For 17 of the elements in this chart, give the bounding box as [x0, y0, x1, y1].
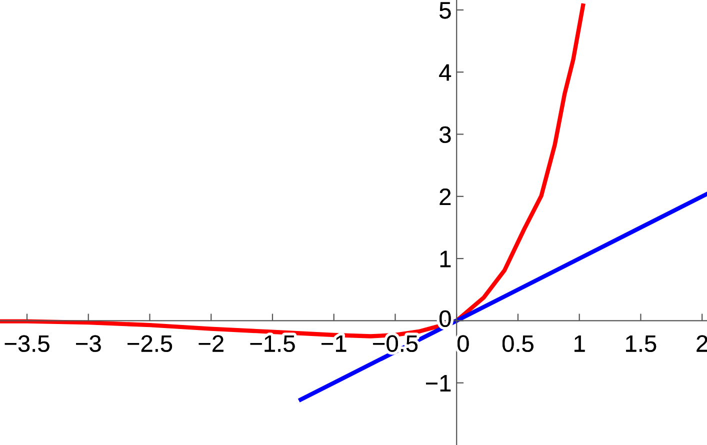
y-tick-label: 2 — [440, 188, 451, 205]
x-tick-label: 1 — [574, 335, 585, 352]
y-tick-label: −1 — [426, 375, 451, 392]
x-tick-label: 2 — [696, 335, 707, 352]
y-tick-label: 4 — [439, 64, 452, 81]
x-tick-label: −2 — [198, 335, 224, 352]
x-tick-label: −3.5 — [4, 335, 50, 352]
x-tick-label: 0 — [458, 335, 469, 352]
x-tick-label: −1.5 — [250, 335, 295, 352]
x-tick-label: −2.5 — [128, 335, 172, 352]
y-tick-label: 1 — [440, 250, 451, 268]
x-tick-label: −3 — [76, 335, 101, 352]
y-tick-label: 5 — [440, 2, 451, 19]
y-tick-label: 3 — [440, 126, 451, 144]
x-tick-label: 0.5 — [502, 335, 534, 352]
x-tick-label: 1.5 — [626, 335, 656, 352]
x-tick-label: −1 — [322, 335, 346, 352]
